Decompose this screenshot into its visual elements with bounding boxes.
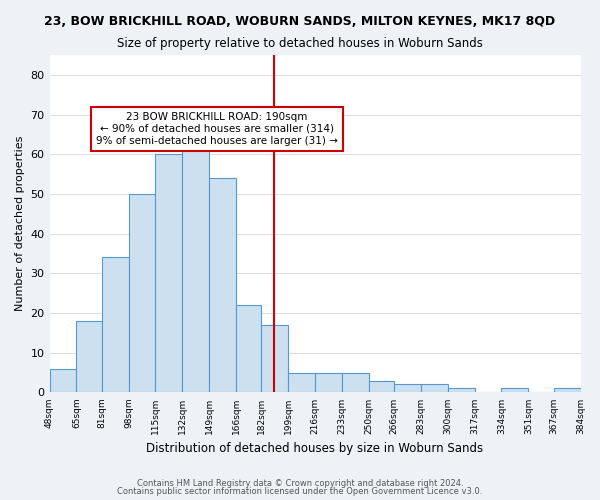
Bar	[236, 305, 261, 392]
Bar	[315, 372, 342, 392]
Bar	[50, 368, 76, 392]
Bar	[421, 384, 448, 392]
Bar	[128, 194, 155, 392]
X-axis label: Distribution of detached houses by size in Woburn Sands: Distribution of detached houses by size …	[146, 442, 484, 455]
Bar	[554, 388, 581, 392]
Bar	[369, 380, 394, 392]
Bar	[502, 388, 529, 392]
Bar	[182, 134, 209, 392]
Text: 23 BOW BRICKHILL ROAD: 190sqm
← 90% of detached houses are smaller (314)
9% of s: 23 BOW BRICKHILL ROAD: 190sqm ← 90% of d…	[96, 112, 338, 146]
Text: 23, BOW BRICKHILL ROAD, WOBURN SANDS, MILTON KEYNES, MK17 8QD: 23, BOW BRICKHILL ROAD, WOBURN SANDS, MI…	[44, 15, 556, 28]
Text: Contains public sector information licensed under the Open Government Licence v3: Contains public sector information licen…	[118, 487, 482, 496]
Bar	[261, 325, 288, 392]
Bar	[76, 321, 101, 392]
Bar	[288, 372, 315, 392]
Bar	[101, 258, 128, 392]
Bar	[448, 388, 475, 392]
Bar	[342, 372, 369, 392]
Bar	[209, 178, 236, 392]
Text: Contains HM Land Registry data © Crown copyright and database right 2024.: Contains HM Land Registry data © Crown c…	[137, 478, 463, 488]
Bar	[155, 154, 182, 392]
Y-axis label: Number of detached properties: Number of detached properties	[15, 136, 25, 312]
Text: Size of property relative to detached houses in Woburn Sands: Size of property relative to detached ho…	[117, 38, 483, 51]
Bar	[394, 384, 421, 392]
